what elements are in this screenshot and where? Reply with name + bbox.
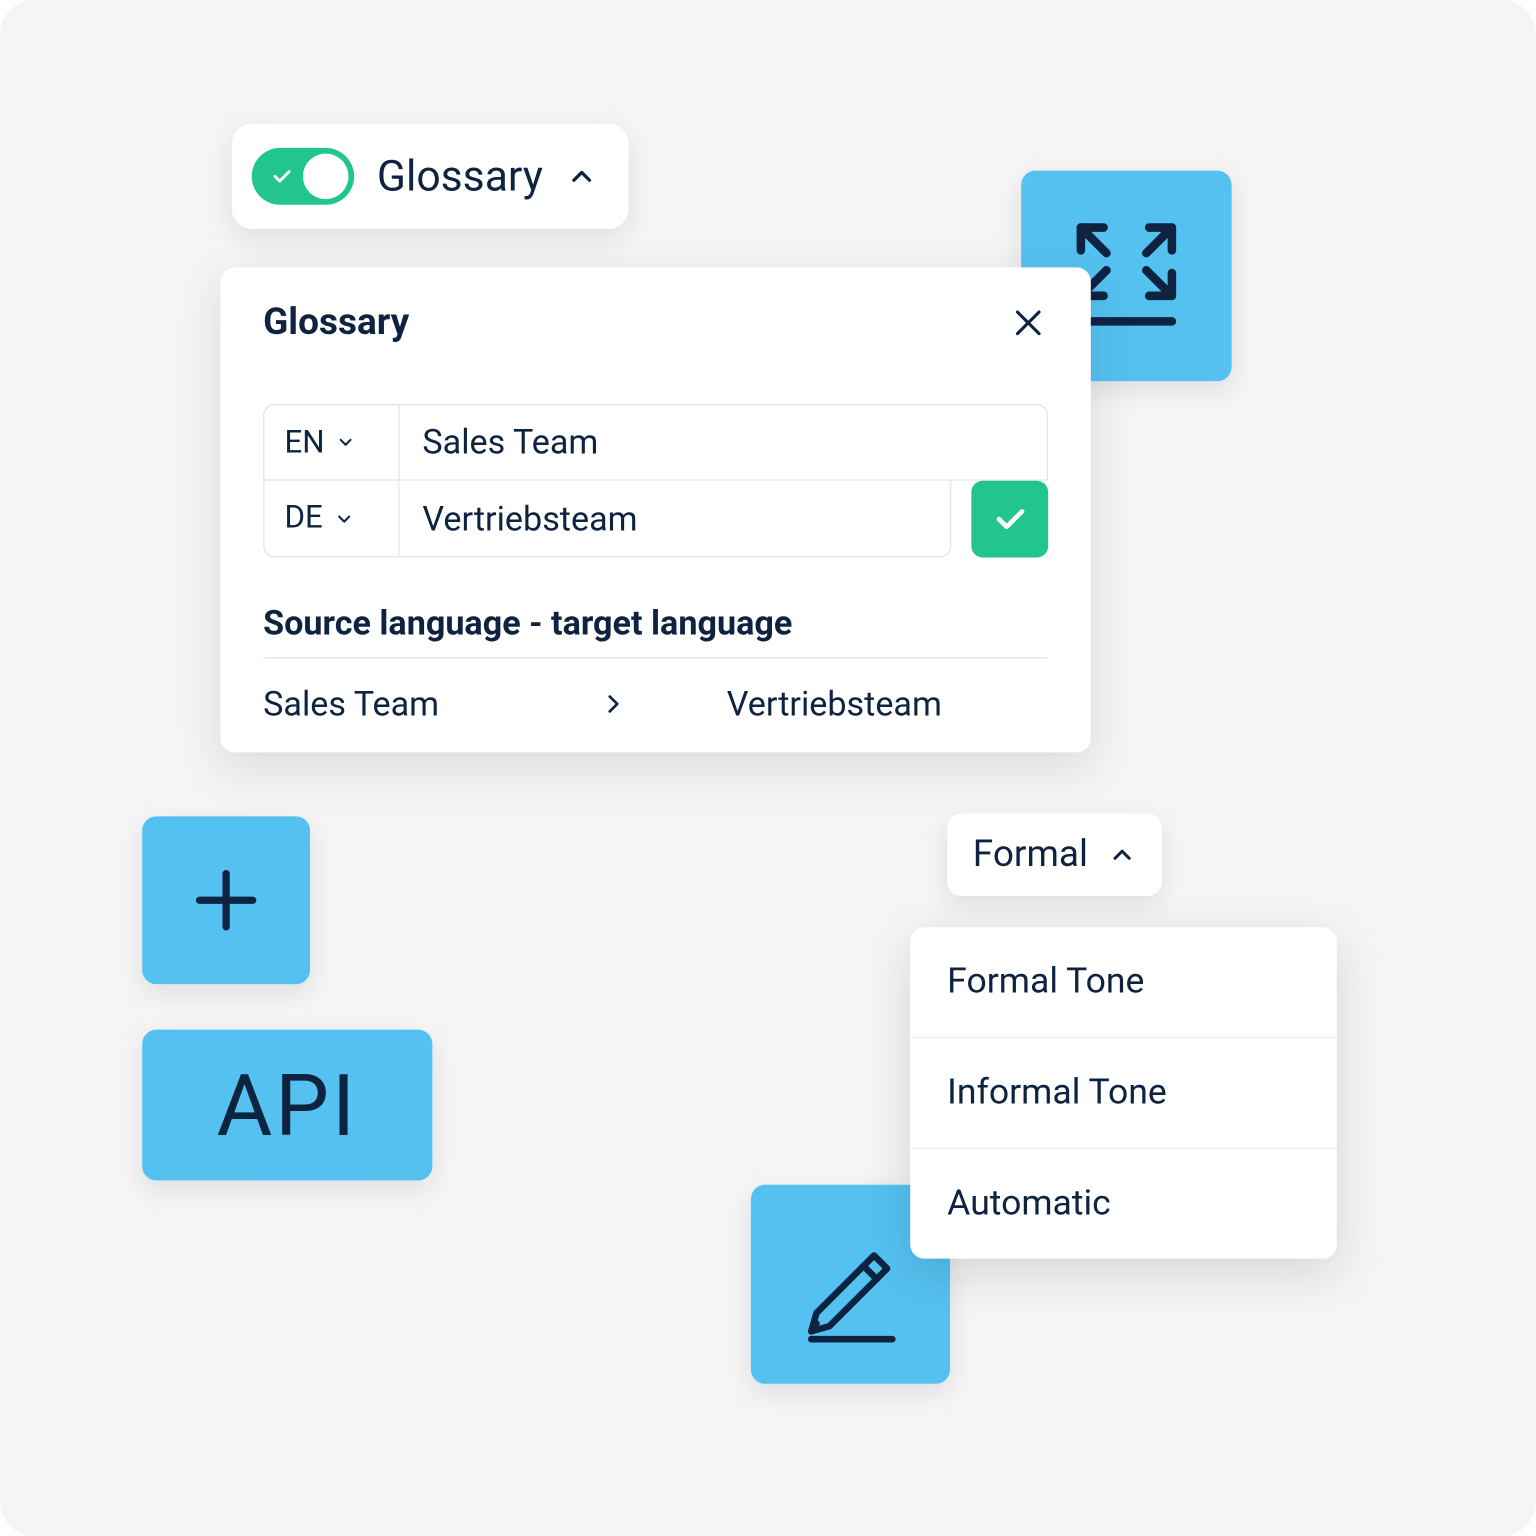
tone-menu: Formal Tone Informal Tone Automatic xyxy=(910,927,1337,1258)
glossary-toggle-pill[interactable]: Glossary xyxy=(232,124,628,229)
tone-option-automatic[interactable]: Automatic xyxy=(910,1149,1337,1259)
source-term-input[interactable]: Sales Team xyxy=(400,404,1049,481)
glossary-toggle-switch[interactable] xyxy=(252,148,354,205)
source-lang-select[interactable]: EN xyxy=(263,404,400,481)
target-lang-code: DE xyxy=(284,501,322,537)
source-lang-code: EN xyxy=(284,425,324,461)
mapping-row: Sales Team Vertriebsteam xyxy=(263,658,1048,723)
close-icon xyxy=(1010,304,1047,341)
check-icon xyxy=(269,164,295,190)
tone-option-informal[interactable]: Informal Tone xyxy=(910,1038,1337,1149)
tone-selected-label: Formal xyxy=(973,833,1088,876)
glossary-toggle-label: Glossary xyxy=(377,151,543,201)
glossary-panel-title: Glossary xyxy=(263,302,409,345)
chevron-up-icon xyxy=(566,161,597,192)
confirm-button[interactable] xyxy=(971,481,1048,558)
pencil-icon xyxy=(785,1219,916,1350)
close-button[interactable] xyxy=(1008,303,1048,343)
tone-select[interactable]: Formal xyxy=(947,813,1162,895)
glossary-panel: Glossary EN Sales Team DE Vertriebste xyxy=(220,267,1090,752)
plus-tile[interactable] xyxy=(142,816,310,984)
source-term-value: Sales Team xyxy=(422,422,598,462)
mapping-source: Sales Team xyxy=(263,684,584,724)
chevron-down-icon xyxy=(334,508,354,528)
canvas: Glossary Glossary EN xyxy=(0,0,1536,1536)
api-label: API xyxy=(217,1055,358,1156)
chevron-right-icon xyxy=(585,691,642,717)
check-icon xyxy=(991,501,1028,538)
api-tile[interactable]: API xyxy=(142,1030,432,1181)
chevron-up-icon xyxy=(1108,841,1136,869)
tone-option-formal[interactable]: Formal Tone xyxy=(910,927,1337,1038)
mapping-target: Vertriebsteam xyxy=(727,684,1048,724)
chevron-down-icon xyxy=(336,432,356,452)
target-lang-select[interactable]: DE xyxy=(263,481,400,558)
mapping-section-label: Source language - target language xyxy=(263,603,1048,658)
plus-icon xyxy=(186,860,266,940)
toggle-knob xyxy=(303,154,349,200)
target-term-input[interactable]: Vertriebsteam xyxy=(400,481,952,558)
target-term-value: Vertriebsteam xyxy=(422,498,637,538)
